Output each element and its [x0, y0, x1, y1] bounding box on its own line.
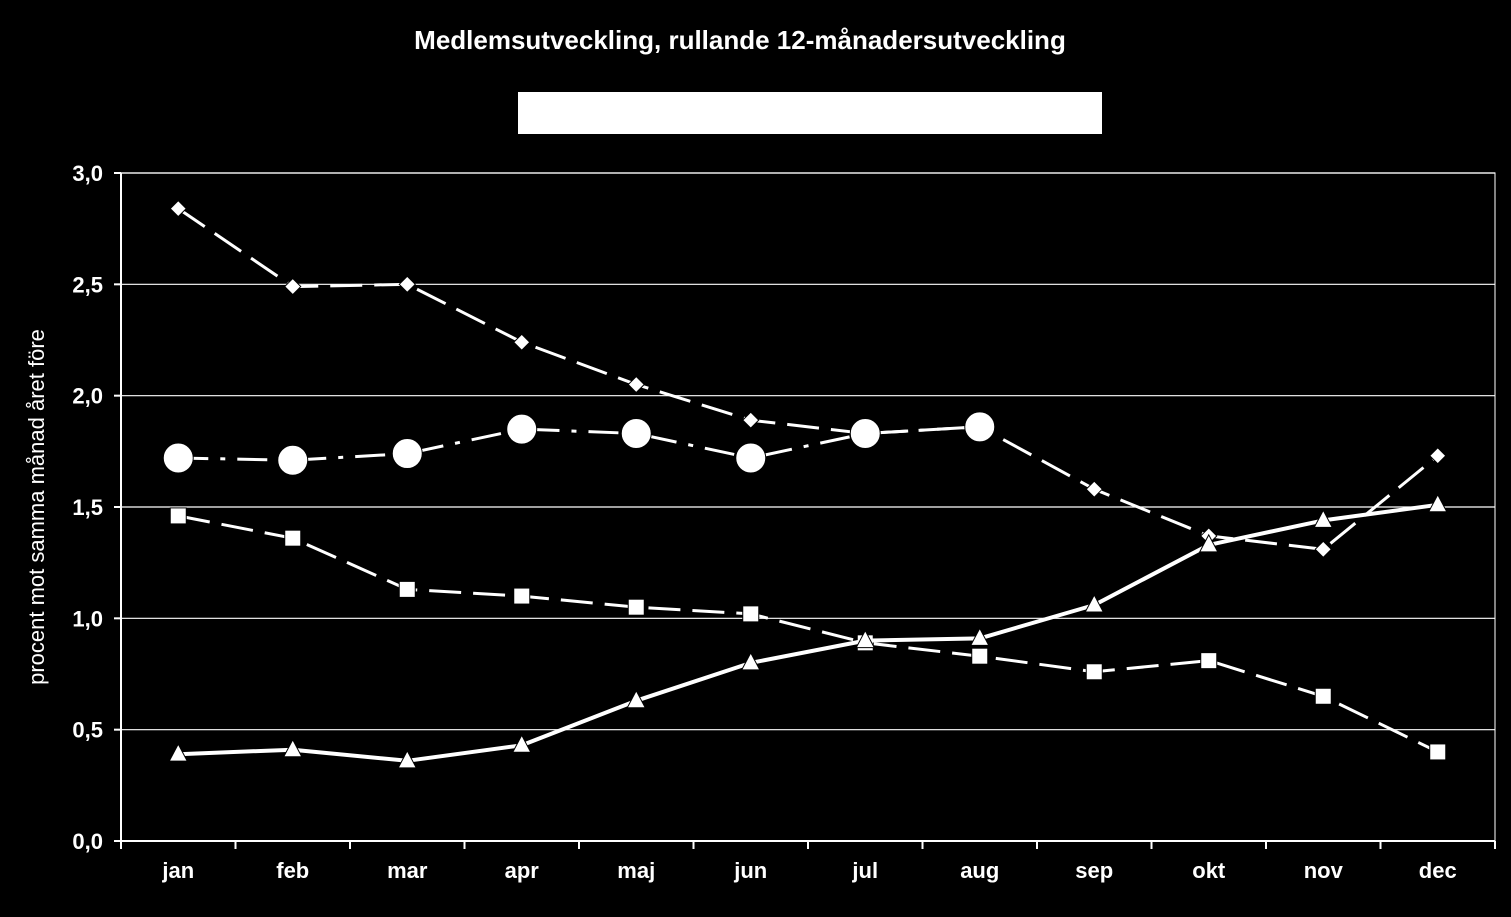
series-group [162, 199, 1448, 769]
series-diamond [169, 199, 1447, 559]
data-point [397, 749, 418, 769]
x-tick-label: maj [617, 858, 655, 883]
y-tick-label: 1,0 [72, 606, 103, 631]
chart-title: Medlemsutveckling, rullande 12-månadersu… [414, 25, 1066, 55]
data-point [1084, 593, 1105, 613]
data-point [398, 580, 416, 598]
data-point [282, 738, 303, 758]
data-point [627, 375, 645, 394]
series-line [178, 502, 1439, 763]
x-tick-label: mar [387, 858, 428, 883]
data-point [855, 629, 876, 649]
x-tick-label: jun [733, 858, 767, 883]
data-point [169, 507, 187, 525]
data-point [284, 277, 302, 296]
y-tick-labels: 0,0 0,5 1,0 1,5 2,0 2,5 3,0 [72, 161, 121, 854]
x-tick-label: aug [960, 858, 999, 883]
data-point [626, 689, 647, 709]
data-point [169, 199, 187, 218]
data-point [964, 411, 996, 443]
data-point [969, 627, 990, 646]
x-tick-label: okt [1192, 858, 1226, 883]
data-point [1314, 687, 1332, 705]
data-point [284, 529, 302, 547]
series-circle [162, 411, 996, 476]
data-point [1429, 743, 1447, 761]
y-axis-label: procent mot samma månad året före [24, 329, 49, 685]
x-tick-label: nov [1304, 858, 1344, 883]
x-tick-label: jan [161, 858, 194, 883]
data-point [391, 438, 423, 470]
y-tick-label: 3,0 [72, 161, 103, 186]
x-tick-label: feb [276, 858, 309, 883]
y-tick-label: 2,0 [72, 384, 103, 409]
data-point [742, 605, 760, 623]
data-point [1429, 447, 1447, 465]
data-point [511, 734, 532, 753]
data-point [1313, 509, 1334, 528]
data-point [398, 275, 416, 294]
data-point [742, 411, 760, 429]
data-point [1427, 493, 1448, 513]
data-point [735, 442, 767, 474]
x-tick-label: dec [1419, 858, 1457, 883]
y-tick-label: 0,5 [72, 718, 103, 743]
data-point [506, 413, 538, 445]
series-line [178, 425, 980, 462]
data-point [1085, 663, 1103, 681]
data-point [849, 418, 881, 450]
gridlines [120, 172, 1496, 842]
series-square [169, 507, 1447, 761]
x-tick-label: sep [1075, 858, 1113, 883]
x-tick-label: jul [851, 858, 878, 883]
y-tick-label: 0,0 [72, 829, 103, 854]
data-point [1085, 480, 1103, 498]
y-tick-label: 1,5 [72, 495, 103, 520]
data-point [620, 418, 652, 450]
y-tick-label: 2,5 [72, 272, 103, 297]
x-tick-label: apr [505, 858, 540, 883]
series-line [178, 514, 1439, 754]
data-point [1200, 652, 1218, 670]
series-triangle [168, 493, 1448, 769]
data-point [740, 651, 761, 671]
data-point [971, 647, 989, 665]
data-point [162, 442, 194, 474]
data-point [1314, 540, 1332, 559]
data-point [277, 444, 309, 476]
data-point [513, 587, 531, 605]
series-line [177, 207, 1439, 551]
x-tick-labels: jan feb mar apr maj jun jul aug sep okt nov dec [120, 841, 1496, 883]
data-point [627, 598, 645, 616]
data-point [1198, 533, 1219, 553]
data-point [168, 743, 189, 762]
data-point [513, 333, 531, 351]
legend-box [518, 92, 1102, 134]
